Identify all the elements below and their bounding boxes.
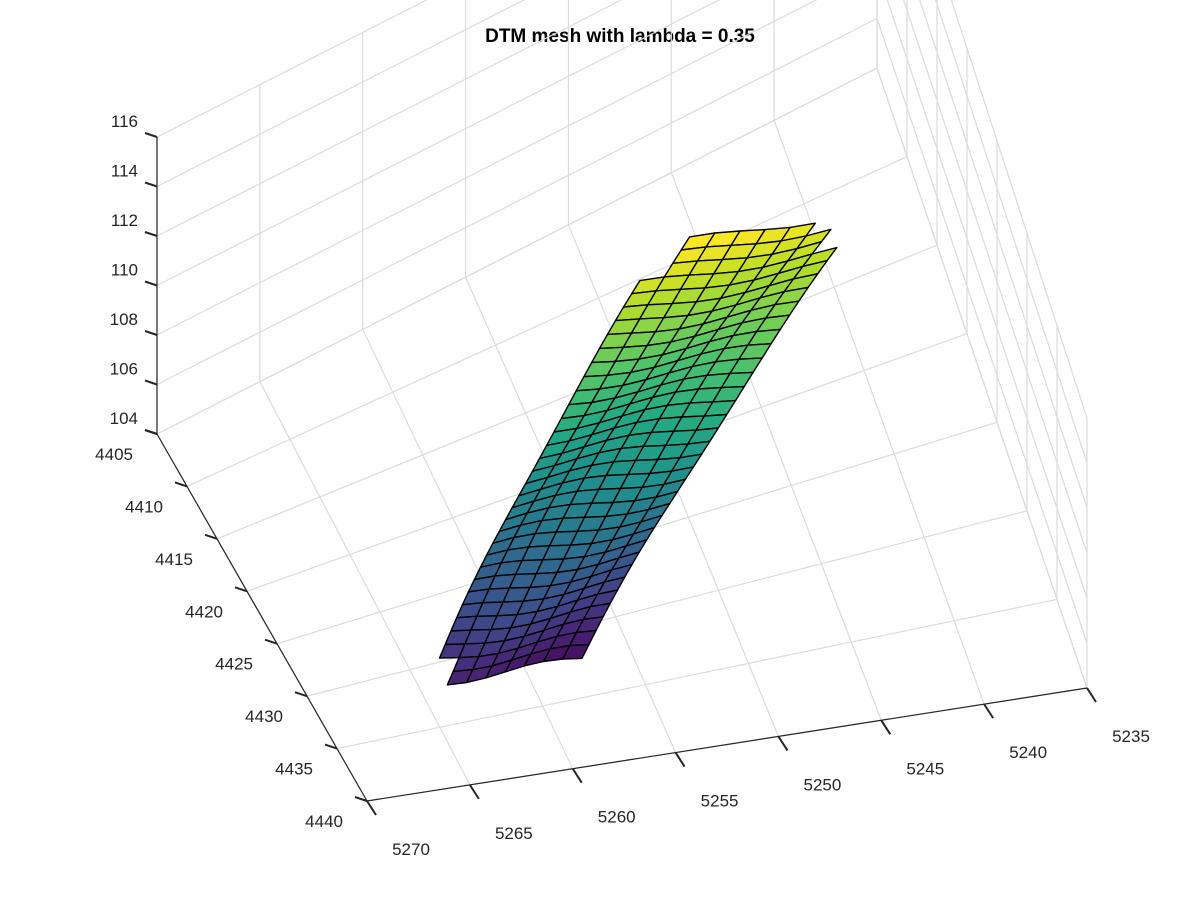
back-wall-horizontal-gridline xyxy=(156,67,878,435)
x-tick-mark xyxy=(366,800,377,816)
x-tick-mark xyxy=(777,735,789,751)
x-tick-label: 5240 xyxy=(1009,743,1047,762)
y-tick-mark xyxy=(354,796,368,802)
back-wall-horizontal-gridline xyxy=(156,0,720,287)
back-wall-horizontal-gridline xyxy=(156,17,878,386)
floor-gridline-x xyxy=(259,381,471,786)
z-tick-mark xyxy=(144,429,158,435)
right-wall-horizontal-gridline xyxy=(876,67,1088,689)
z-tick-mark xyxy=(144,379,158,386)
z-tick-label: 110 xyxy=(111,261,138,280)
right-wall-horizontal-gridline xyxy=(935,0,1088,464)
x-tick-label: 5265 xyxy=(495,824,533,843)
x-tick-label: 5260 xyxy=(598,808,636,827)
floor-gridline-x xyxy=(362,329,574,769)
floor-gridline-x xyxy=(773,120,985,705)
x-tick-label: 5235 xyxy=(1112,727,1150,746)
mesh-cell xyxy=(446,669,474,686)
y-tick-label: 4435 xyxy=(275,760,313,779)
z-tick-mark xyxy=(144,330,158,336)
right-wall-horizontal-gridline xyxy=(876,18,1088,644)
right-wall-horizontal-gridline xyxy=(903,0,1088,554)
y-tick-label: 4425 xyxy=(215,655,253,674)
axis-lines xyxy=(144,132,1097,816)
y-tick-label: 4415 xyxy=(155,550,193,569)
floor-gridline-y xyxy=(306,510,1028,697)
x-tick-mark xyxy=(880,719,892,735)
y-tick-label: 4405 xyxy=(95,445,133,464)
x-tick-label: 5245 xyxy=(906,759,944,778)
x-tick-label: 5270 xyxy=(392,840,430,859)
tick-labels: 4405 4410 4415 4420 4425 4430 4435 4440 5235 5240… xyxy=(95,112,1150,859)
back-wall-horizontal-gridline xyxy=(156,0,818,336)
y-tick-mark xyxy=(294,691,308,698)
z-tick-mark xyxy=(144,132,158,138)
chart-title: DTM mesh with lambda = 0.35 xyxy=(485,26,755,47)
z-tick-label: 116 xyxy=(111,112,138,131)
z-tick-label: 106 xyxy=(110,360,138,379)
y-tick-mark xyxy=(234,586,248,593)
dtm-surface-mesh xyxy=(438,222,838,686)
x-tick-label: 5255 xyxy=(701,792,739,811)
back-wall-horizontal-gridline xyxy=(156,0,623,237)
y-tick-mark xyxy=(324,743,338,750)
mesh-cell xyxy=(438,643,466,659)
x-tick-mark xyxy=(674,752,686,768)
x-axis-line xyxy=(366,687,1088,802)
z-tick-label: 114 xyxy=(111,162,138,181)
y-tick-mark xyxy=(174,481,188,488)
y-tick-label: 4410 xyxy=(125,497,163,516)
floor-gridline-y xyxy=(336,598,1058,750)
z-tick-label: 112 xyxy=(111,211,138,230)
x-tick-mark xyxy=(571,768,583,784)
y-tick-mark xyxy=(204,533,218,540)
z-tick-mark xyxy=(144,181,158,188)
floor-gridline-y xyxy=(186,156,908,487)
y-tick-mark xyxy=(264,638,278,645)
back-wall-horizontal-gridline xyxy=(156,0,428,138)
z-tick-label: 108 xyxy=(110,310,138,329)
y-tick-label: 4420 xyxy=(185,602,223,621)
right-wall-horizontal-gridline xyxy=(886,0,1088,599)
x-tick-mark xyxy=(1086,687,1097,703)
z-tick-label: 104 xyxy=(110,409,138,428)
right-wall-horizontal-gridline xyxy=(919,0,1088,509)
x-tick-label: 5250 xyxy=(804,775,842,794)
y-axis-line xyxy=(156,433,368,802)
right-wall-horizontal-gridline xyxy=(950,0,1088,419)
x-tick-mark xyxy=(983,703,994,719)
y-tick-label: 4430 xyxy=(245,707,283,726)
back-wall-horizontal-gridline xyxy=(156,0,526,188)
z-tick-mark xyxy=(144,280,158,287)
x-tick-mark xyxy=(469,784,480,800)
z-tick-mark xyxy=(144,231,158,237)
y-tick-label: 4440 xyxy=(305,812,343,831)
